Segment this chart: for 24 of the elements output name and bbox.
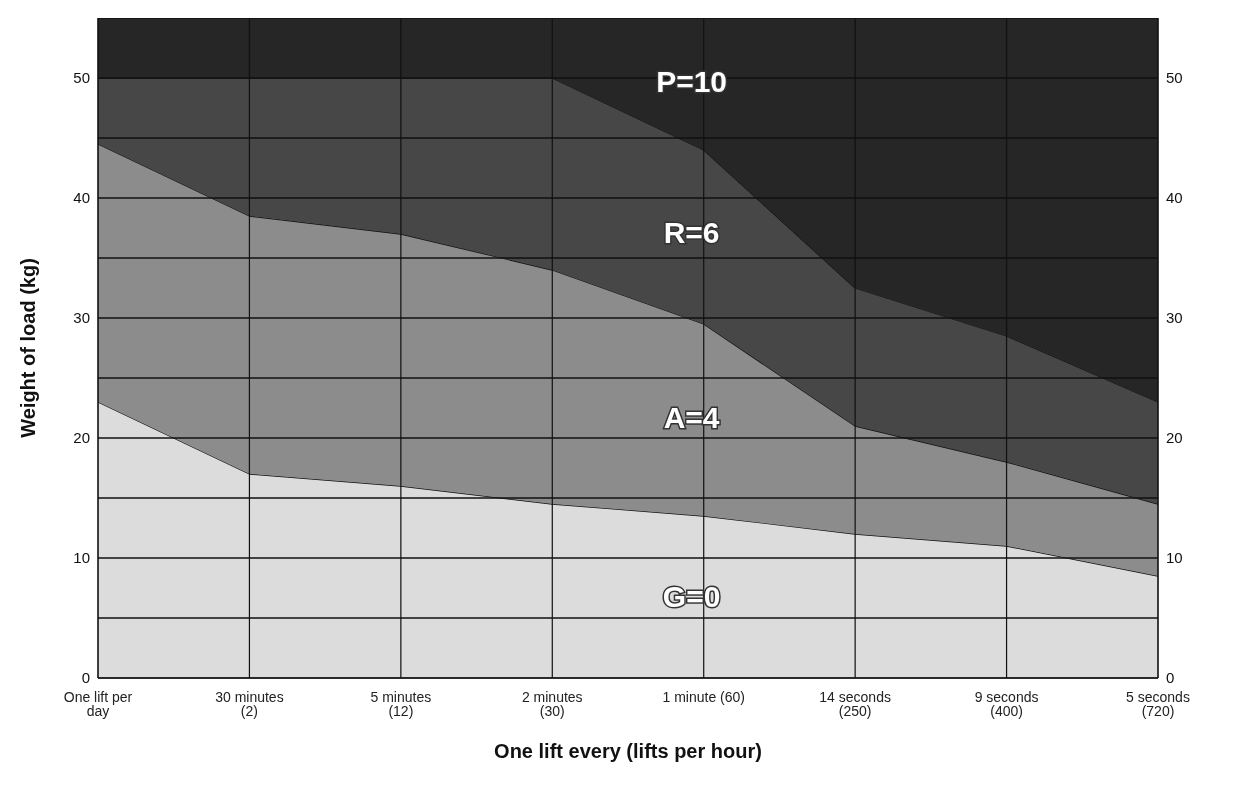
series-label: R=6 [663,215,720,249]
x-axis-title: One lift every (lifts per hour) [494,740,762,762]
y2-tick-label: 30 [1166,309,1183,327]
y2-tick-label: 20 [1166,429,1183,447]
y2-tick-label: 10 [1166,549,1183,567]
x-tick-label: 30 minutes (2) [215,688,284,719]
x-tick-label: 9 seconds (400) [974,688,1039,719]
x-tick-label: 1 minute (60) [662,688,745,705]
y-tick-label: 30 [73,309,90,327]
y-tick-label: 20 [73,429,90,447]
y-tick-label: 50 [73,69,90,87]
y2-tick-label: 50 [1166,69,1183,87]
y-axis-title: Weight of load (kg) [17,258,40,438]
y-tick-label: 10 [73,549,90,567]
series-label: P=10 [656,64,728,98]
x-tick-label: One lift per day [63,688,133,719]
y-tick-label: 40 [73,189,90,207]
y-tick-label: 0 [81,669,90,687]
x-tick-label: 14 seconds (250) [819,688,891,719]
y2-tick-label: 40 [1166,189,1183,207]
x-tick-label: 2 minutes (30) [521,688,583,719]
x-tick-label: 5 seconds (720) [1126,688,1190,719]
y2-tick-label: 0 [1166,669,1175,687]
x-tick-label: 5 minutes (12) [370,688,432,719]
